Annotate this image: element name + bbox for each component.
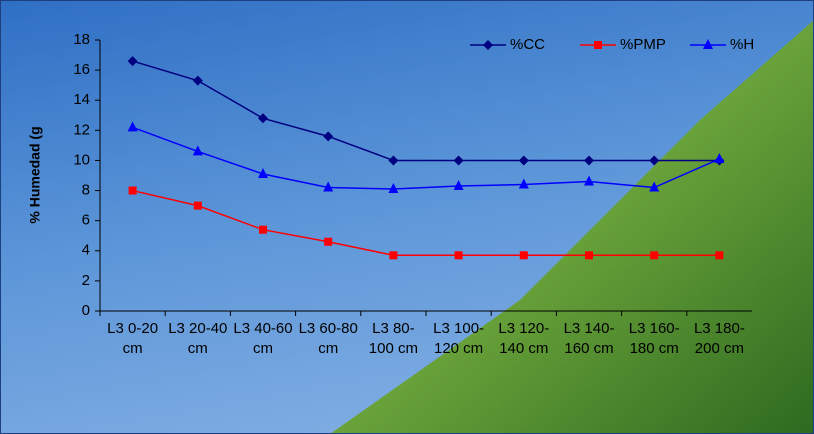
marker <box>388 155 398 165</box>
marker <box>585 251 593 259</box>
marker <box>323 131 333 141</box>
x-tick-label: L3 80-100 cm <box>363 319 423 359</box>
marker <box>703 39 713 49</box>
marker <box>584 155 594 165</box>
y-tick-label: 8 <box>82 182 90 199</box>
y-tick-label: 12 <box>73 121 90 138</box>
x-tick-label: L3 140-160 cm <box>559 319 619 359</box>
x-tick-label: L3 100-120 cm <box>429 319 489 359</box>
x-tick-label: L3 0-20 cm <box>103 319 163 359</box>
y-tick-label: 14 <box>73 91 90 108</box>
chart-frame: % Humedad (g 0 2 4 6 8 10 12 14 16 18 %CC %PMP %H L3… <box>0 0 814 434</box>
y-tick-label: 2 <box>82 272 90 289</box>
marker <box>584 176 594 186</box>
marker <box>454 155 464 165</box>
marker <box>194 202 202 210</box>
marker <box>129 187 137 195</box>
y-tick-label: 6 <box>82 212 90 229</box>
marker <box>454 180 464 190</box>
x-tick-label: L3 40-60 cm <box>233 319 293 359</box>
y-tick-label: 16 <box>73 61 90 78</box>
y-tick-label: 10 <box>73 151 90 168</box>
marker <box>128 56 138 66</box>
x-tick-label: L3 180-200 cm <box>689 319 749 359</box>
series-line <box>133 127 720 189</box>
legend-label: %PMP <box>620 36 666 53</box>
marker <box>519 179 529 189</box>
marker <box>715 251 723 259</box>
x-tick-label: L3 20-40 cm <box>168 319 228 359</box>
legend-label: %CC <box>510 36 545 53</box>
y-tick-label: 18 <box>73 31 90 48</box>
x-tick-label: L3 120-140 cm <box>494 319 554 359</box>
series-line <box>133 61 720 160</box>
background-decoration <box>330 20 814 434</box>
marker <box>519 155 529 165</box>
marker <box>324 238 332 246</box>
y-tick-label: 4 <box>82 242 90 259</box>
y-tick-label: 0 <box>82 302 90 319</box>
y-axis-label: % Humedad (g <box>27 126 43 223</box>
chart: % Humedad (g 0 2 4 6 8 10 12 14 16 18 %CC %PMP %H <box>0 0 814 434</box>
marker <box>259 226 267 234</box>
x-tick-label: L3 160-180 cm <box>624 319 684 359</box>
x-tick-label: L3 60-80 cm <box>298 319 358 359</box>
marker <box>594 41 602 49</box>
marker <box>389 251 397 259</box>
marker <box>193 76 203 86</box>
marker <box>258 113 268 123</box>
marker <box>483 40 493 50</box>
marker <box>650 251 658 259</box>
marker <box>520 251 528 259</box>
marker <box>388 183 398 193</box>
legend-label: %H <box>730 36 754 53</box>
marker <box>455 251 463 259</box>
marker <box>128 121 138 131</box>
